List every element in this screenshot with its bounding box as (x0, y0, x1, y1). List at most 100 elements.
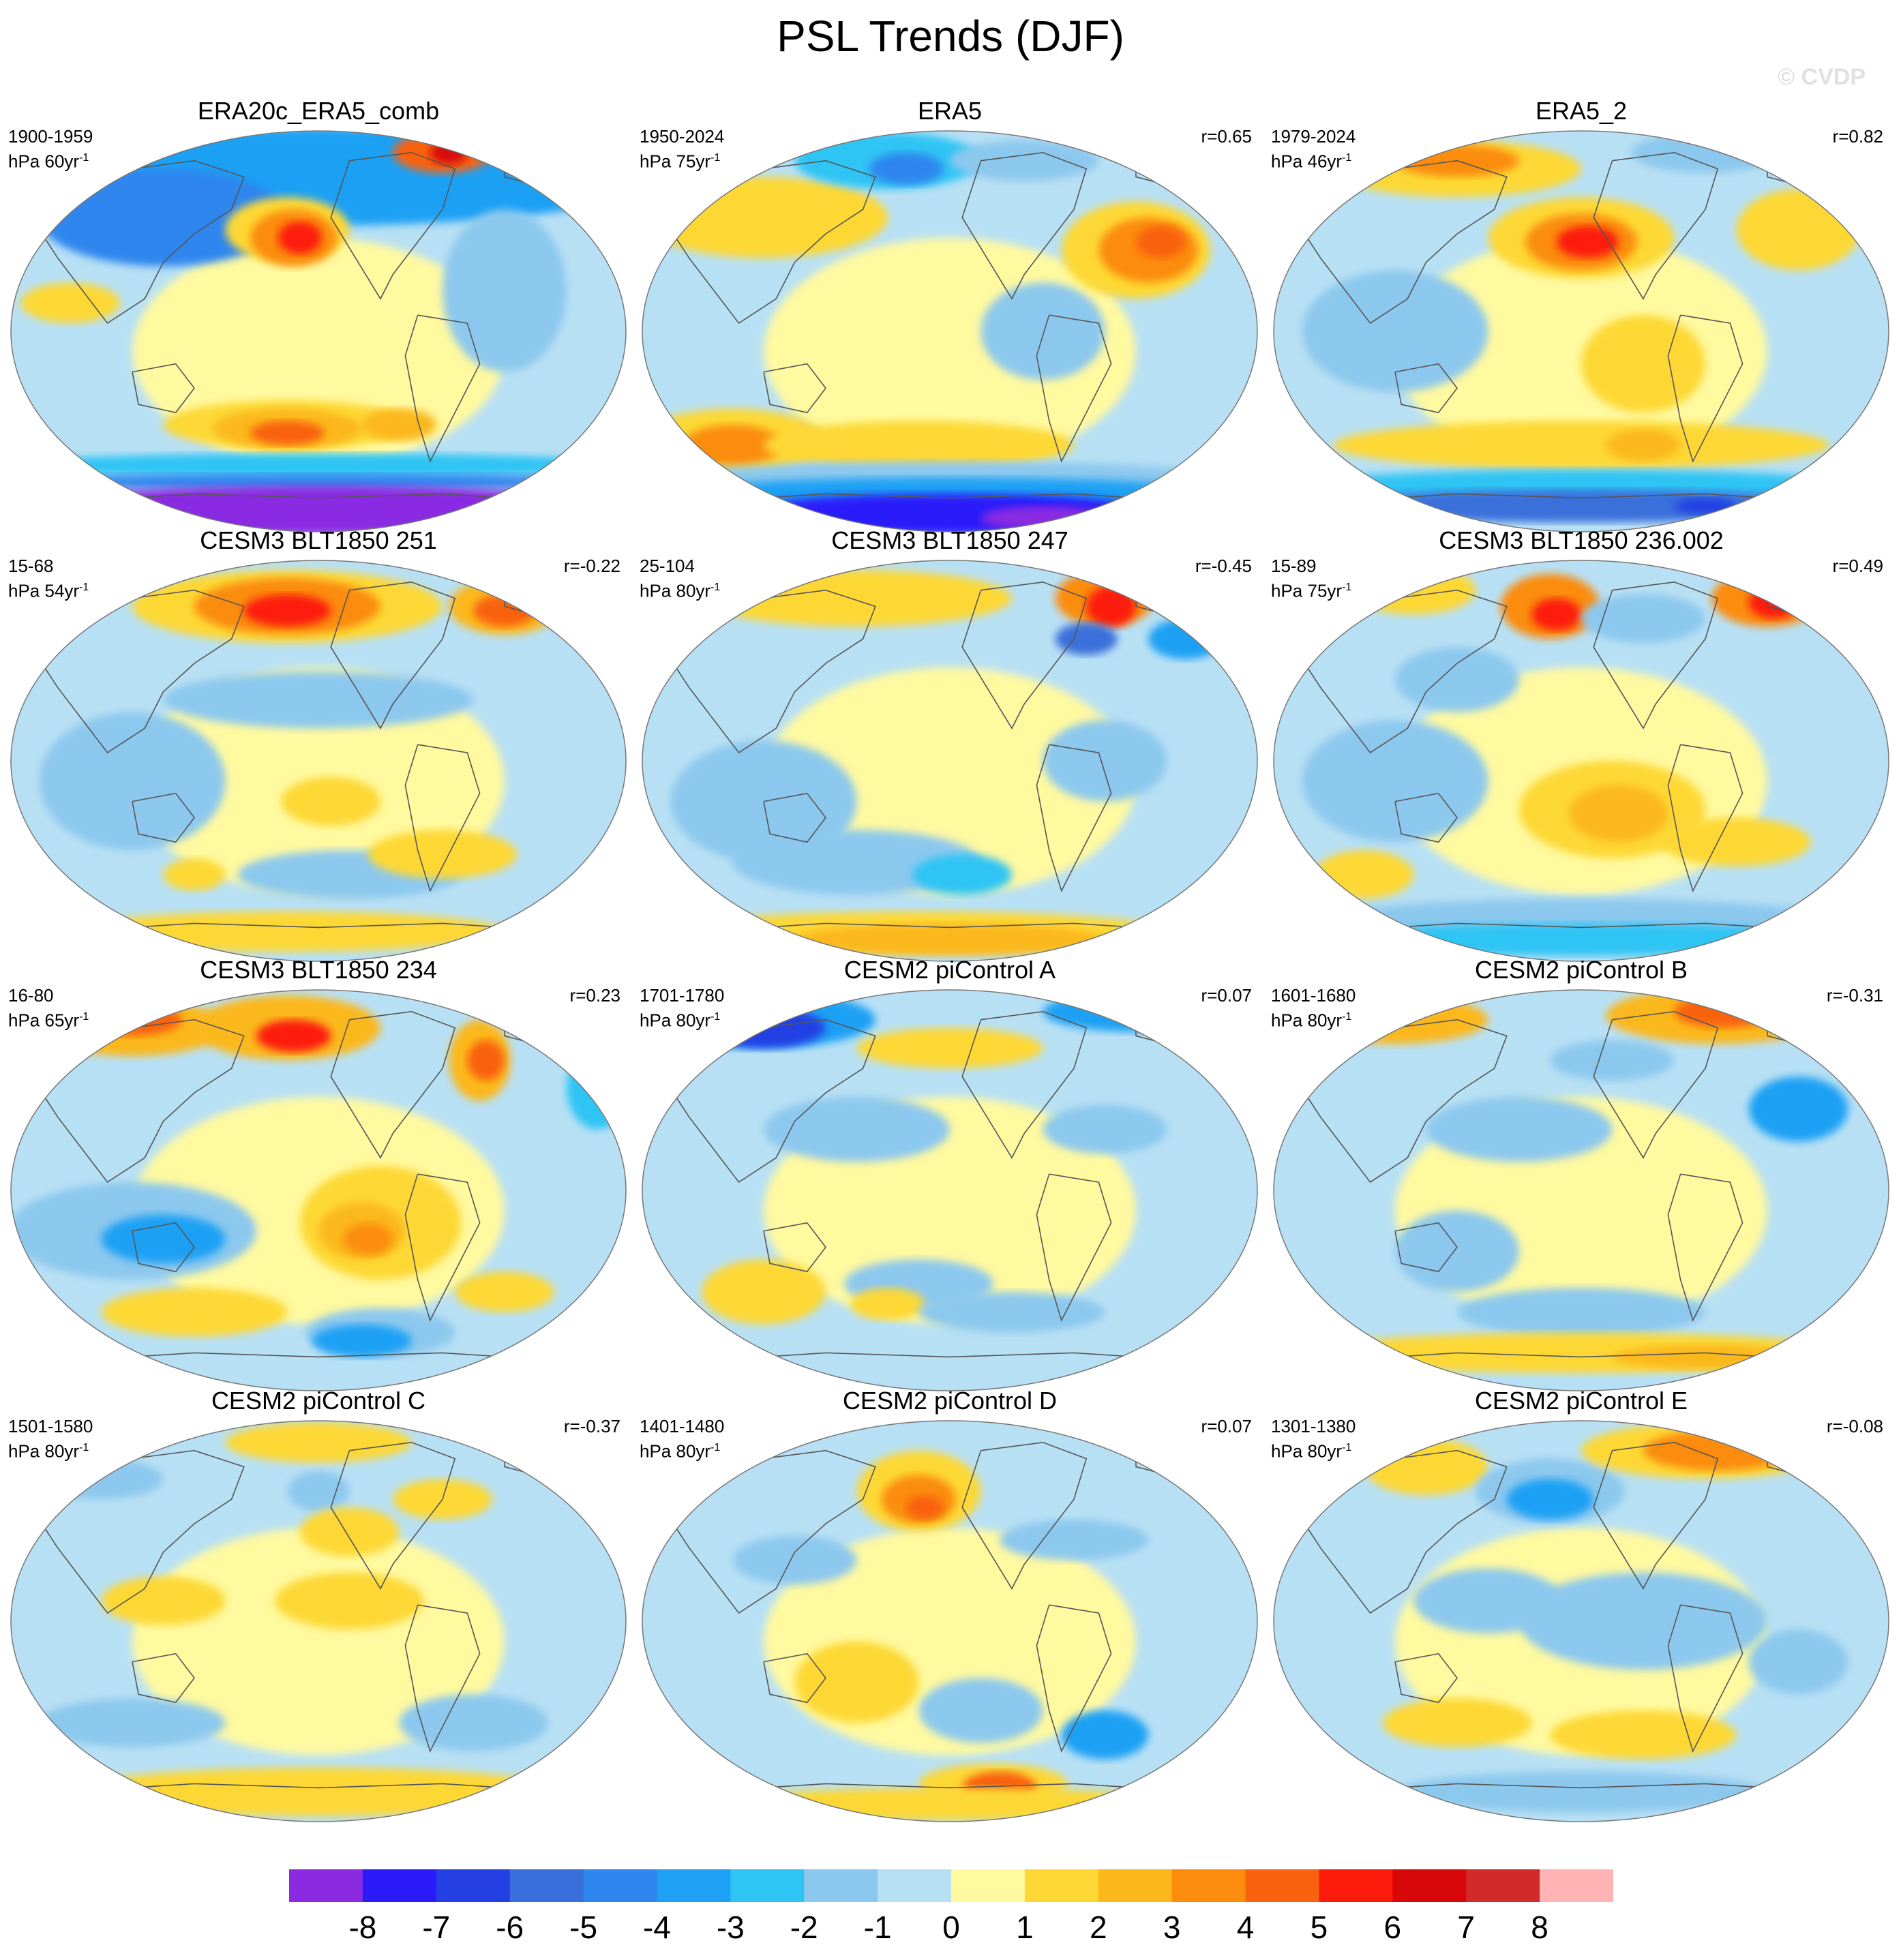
panel-period: 1401-1480 (640, 1416, 725, 1436)
colorbar-label: 0 (942, 1910, 960, 1945)
panel-title: CESM3 BLT1850 251 (200, 526, 437, 554)
panel-units-text: hPa 80yr (8, 1441, 80, 1462)
colorbar-label: 6 (1383, 1910, 1402, 1945)
map-outline (10, 560, 627, 962)
coastline (330, 1441, 456, 1590)
panel-units-text: hPa 65yr (8, 1010, 80, 1031)
map-field-blob (473, 594, 536, 627)
map-field-blob (1395, 1210, 1519, 1292)
map-field-blob (20, 282, 120, 324)
panel-units-text: hPa 75yr (1271, 580, 1343, 601)
map-field-blob (1643, 1430, 1793, 1471)
panel-title: CESM3 BLT1850 236.002 (1439, 526, 1724, 554)
panel-period: 1701-1780 (640, 985, 725, 1006)
coastline (1332, 1352, 1830, 1362)
coastline (961, 581, 1088, 729)
trend-map (10, 1420, 627, 1822)
panel-period: 1979-2024 (1271, 126, 1356, 147)
colorbar-label: -6 (496, 1910, 524, 1945)
colorbar-label: 1 (1016, 1910, 1034, 1945)
colorbar-label: 2 (1090, 1910, 1107, 1945)
panel-title: CESM2 piControl B (1474, 956, 1688, 984)
map-field-blob (1748, 1629, 1848, 1695)
map-field-blob (1333, 923, 1829, 956)
coastline (1394, 792, 1458, 843)
coastline (1667, 1173, 1743, 1322)
trend-map (1273, 1420, 1889, 1822)
map-field-blob (732, 1535, 857, 1585)
map-panel: CESM2 piControl C 1501-1580 hPa 80yr-1 r=-0… (8, 1385, 629, 1822)
colorbar-swatch (1466, 1869, 1540, 1902)
panel-units-text: hPa 46yr (1271, 151, 1343, 172)
map-field-blob (281, 777, 380, 826)
units-exponent: -1 (710, 582, 721, 593)
colorbar-label: 4 (1236, 1910, 1255, 1945)
map-field-blob (1302, 270, 1488, 393)
map-field-blob (1395, 237, 1767, 466)
panel-units: hPa 65yr-1 (8, 1006, 89, 1031)
colorbar-swatch (509, 1869, 584, 1902)
coastline (1036, 314, 1112, 463)
map-field-blob (999, 1520, 1149, 1561)
map-outline (642, 130, 1258, 532)
panel-units: hPa 75yr-1 (640, 147, 720, 172)
map-outline (642, 560, 1258, 962)
panel-units: hPa 80yr-1 (640, 1437, 720, 1462)
coastline (70, 922, 567, 933)
map-field-blob (312, 1324, 412, 1357)
map-field-blob (250, 421, 325, 445)
map-outline (1273, 560, 1889, 962)
map-field-blob (275, 1572, 424, 1629)
colorbar-labels: -8 -7 -6 -5 -4 -3 -2 -1 0 1 2 3 4 5 6 7 8 (0, 1909, 1901, 1950)
map-field-blob (1736, 189, 1861, 271)
panel-units-text: hPa 54yr (8, 580, 80, 601)
map-field-blob (101, 1214, 226, 1264)
units-exponent: -1 (79, 1011, 89, 1023)
colorbar-label: -1 (863, 1910, 892, 1945)
coastline (1332, 1783, 1830, 1793)
coastline (1667, 1604, 1743, 1753)
map-field-blob (856, 1027, 1043, 1069)
coastline (70, 1783, 567, 1793)
coastline (1394, 363, 1458, 414)
map-field-blob (1302, 720, 1488, 843)
map-field-blob (455, 1271, 554, 1312)
panel-title: ERA5 (917, 97, 983, 125)
coastline (1593, 1441, 1719, 1590)
coastline (1593, 151, 1719, 300)
units-exponent: -1 (79, 1442, 89, 1453)
coastline (1036, 1173, 1112, 1322)
map-field-blob (163, 671, 474, 729)
map-field-blob (163, 858, 226, 891)
map-field-blob (70, 911, 505, 952)
map-field-blob (1314, 850, 1414, 899)
trend-map (642, 560, 1258, 962)
coastline (701, 493, 1199, 503)
map-field-blob (1748, 1076, 1848, 1142)
map-field-blob (1043, 720, 1167, 802)
pattern-correlation: r=0.07 (1201, 985, 1252, 1006)
map-field-blob (1457, 1288, 1705, 1337)
coastline (330, 1010, 456, 1159)
map-outline (10, 130, 627, 532)
trend-map (10, 130, 627, 532)
map-field-blob (361, 408, 436, 441)
coastline (961, 151, 1088, 300)
pattern-correlation: r=-0.45 (1195, 556, 1252, 576)
panel-period: 1900-1959 (8, 126, 93, 147)
panel-units: hPa 80yr-1 (640, 1006, 720, 1031)
map-field-blob (1581, 315, 1705, 413)
map-panel: CESM3 BLT1850 234 16-80 hPa 65yr-1 r=0.23 (8, 954, 629, 1391)
map-field-blob (1711, 569, 1823, 627)
panel-units: hPa 80yr-1 (1271, 1006, 1351, 1031)
panel-units: hPa 46yr-1 (1271, 147, 1351, 172)
units-exponent: -1 (1342, 152, 1352, 164)
pattern-correlation: r=-0.37 (563, 1416, 620, 1436)
colorbar-swatch (289, 1869, 363, 1902)
map-field-blob (1674, 498, 1737, 515)
panel-period: 1301-1380 (1271, 1416, 1356, 1436)
pattern-correlation: r=0.23 (569, 985, 620, 1006)
map-field-blob (243, 594, 331, 627)
panel-period: 25-104 (640, 556, 695, 576)
map-field-blob (1136, 226, 1186, 258)
